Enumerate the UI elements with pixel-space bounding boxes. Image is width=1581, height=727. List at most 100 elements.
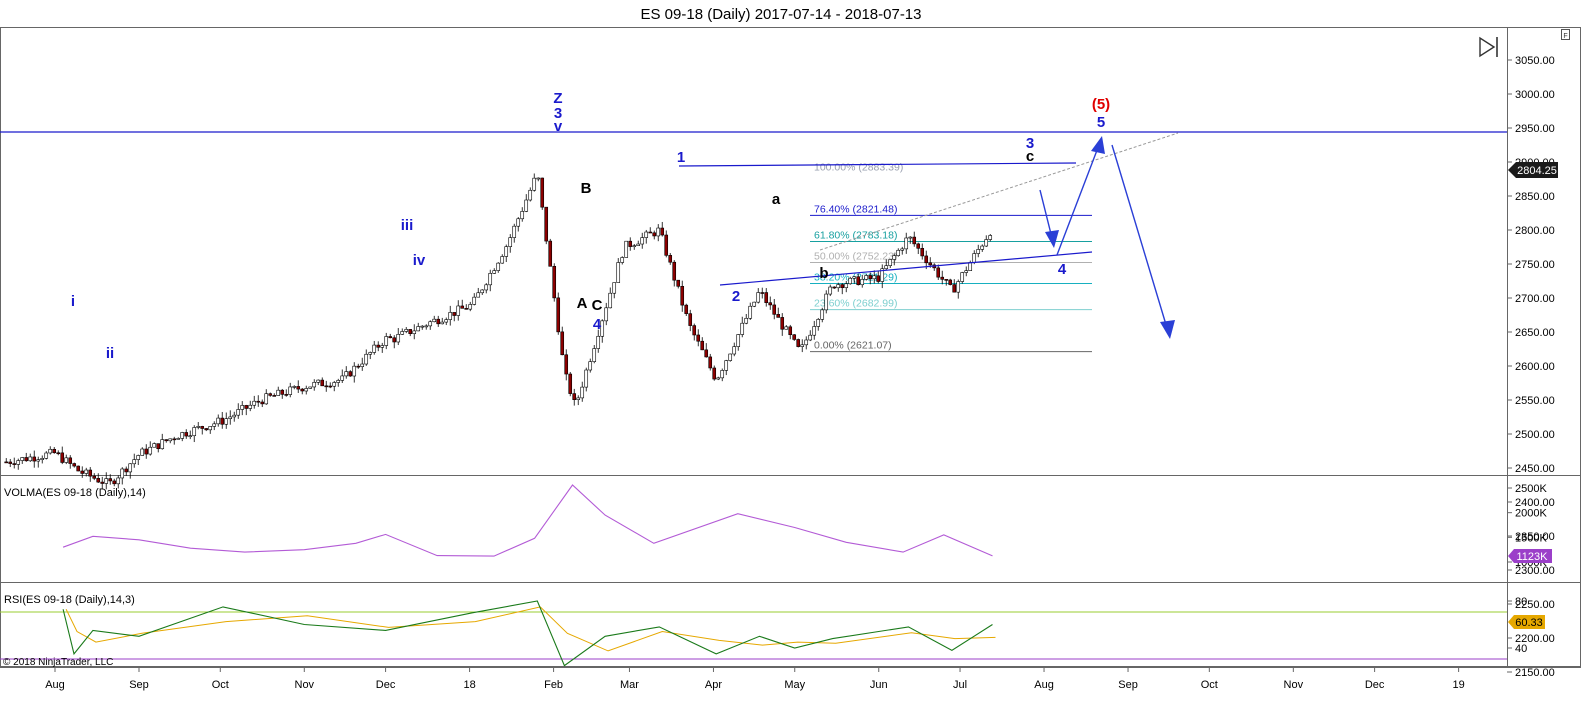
candle-body xyxy=(784,326,789,330)
wave-label-z: Z xyxy=(553,90,562,107)
candle-body xyxy=(964,270,969,273)
price-tick-label: 2500.00 xyxy=(1515,429,1555,441)
x-tick-label: Aug xyxy=(45,679,65,691)
candle-body xyxy=(596,335,601,349)
wave-label-b-lower: b xyxy=(819,265,828,282)
candle-body xyxy=(696,334,701,342)
wave-label-c-lower: c xyxy=(1026,148,1034,165)
candle-body xyxy=(156,443,161,450)
candle-body xyxy=(420,325,425,328)
candle-body xyxy=(772,304,777,315)
price-tick-label: 2850.00 xyxy=(1515,191,1555,203)
rsi-last-tag xyxy=(1508,615,1545,629)
candle-body xyxy=(40,458,45,460)
candle-body xyxy=(304,388,309,392)
candle-body xyxy=(216,417,221,425)
rsi-axis: 80 40 xyxy=(1507,596,1527,655)
candle-body xyxy=(600,320,605,337)
candle-body xyxy=(28,456,33,462)
candle-body xyxy=(84,469,89,474)
price-tick-label: 2600.00 xyxy=(1515,361,1555,373)
candle-body xyxy=(636,243,641,247)
arrow-down-final xyxy=(1111,144,1168,329)
rsi-line xyxy=(62,600,993,667)
candle-body xyxy=(416,326,421,332)
wave-label-3-right: 3 xyxy=(1026,135,1034,152)
wave-label-5: 5 xyxy=(1097,114,1105,131)
projection-arrows xyxy=(1039,136,1175,339)
candle-body xyxy=(368,352,373,355)
candle-body xyxy=(640,237,645,245)
volma-tick-label: 2500K xyxy=(1515,483,1547,495)
candle-body xyxy=(760,292,765,294)
candle-body xyxy=(664,234,669,256)
candle-body xyxy=(128,463,133,473)
candle-body xyxy=(924,255,929,264)
candle-body xyxy=(176,438,181,440)
candle-body xyxy=(624,240,629,258)
x-tick-label: Jun xyxy=(870,679,888,691)
candle-body xyxy=(536,177,541,180)
candle-body xyxy=(892,255,897,260)
candle-body xyxy=(208,426,213,431)
scroll-to-end-button[interactable] xyxy=(1479,36,1498,58)
candle-body xyxy=(392,337,397,343)
wave-label-5-primary: (5) xyxy=(1092,96,1110,113)
candle-body xyxy=(320,379,325,387)
price-tick-label: 2550.00 xyxy=(1515,395,1555,407)
candle-body xyxy=(544,206,549,242)
candle-body xyxy=(680,285,685,306)
candle-body xyxy=(292,386,297,388)
candle-body xyxy=(96,478,101,483)
candle-body xyxy=(200,426,205,429)
volma-line xyxy=(62,484,993,557)
candle-body xyxy=(336,380,341,383)
candle-body xyxy=(152,443,157,448)
candle-body xyxy=(384,336,389,346)
candle-body xyxy=(708,356,713,369)
candle-body xyxy=(952,284,957,293)
candlesticks xyxy=(4,173,993,490)
candle-body xyxy=(516,218,521,227)
candle-body xyxy=(252,400,257,406)
candle-body xyxy=(312,382,317,388)
wave-label-4-left: 4 xyxy=(593,316,602,333)
candle-body xyxy=(72,463,77,467)
x-tick-label: Dec xyxy=(1365,679,1385,691)
price-tick-label: 3000.00 xyxy=(1515,89,1555,101)
candle-body xyxy=(52,448,57,454)
candle-body xyxy=(576,397,581,400)
candle-body xyxy=(228,416,233,419)
candle-body xyxy=(764,292,769,303)
candle-body xyxy=(452,312,457,316)
rsi-average-line xyxy=(65,606,996,652)
price-tick-label: 2400.00 xyxy=(1515,497,1555,509)
chart-title: ES 09-18 (Daily) 2017-07-14 - 2018-07-13 xyxy=(641,6,922,23)
candle-body xyxy=(460,305,465,309)
candle-body xyxy=(448,312,453,320)
candle-body xyxy=(472,296,477,305)
candle-body xyxy=(568,373,573,394)
candle-body xyxy=(104,478,109,484)
candle-body xyxy=(136,455,141,460)
candle-body xyxy=(76,465,81,472)
candle-body xyxy=(80,470,85,474)
candle-body xyxy=(716,377,721,380)
price-tick-label: 2800.00 xyxy=(1515,225,1555,237)
candle-body xyxy=(276,389,281,396)
x-tick-label: Dec xyxy=(376,679,396,691)
candle-body xyxy=(828,286,833,295)
candle-body xyxy=(804,339,809,346)
wave-label-1: 1 xyxy=(677,149,685,166)
price-tick-label: 2750.00 xyxy=(1515,259,1555,271)
float-toggle-button[interactable]: F xyxy=(1561,29,1570,41)
fib-retracement: 100.00% (2883.39) 76.40% (2821.48) 61.80% … xyxy=(810,161,1092,353)
candle-body xyxy=(288,386,293,395)
candle-body xyxy=(512,225,517,238)
candle-body xyxy=(520,211,525,220)
candle-body xyxy=(736,334,741,347)
price-tick-label: 2200.00 xyxy=(1515,633,1555,645)
candle-body xyxy=(724,360,729,371)
candle-body xyxy=(820,309,825,320)
channel-upper-line xyxy=(678,162,1077,167)
